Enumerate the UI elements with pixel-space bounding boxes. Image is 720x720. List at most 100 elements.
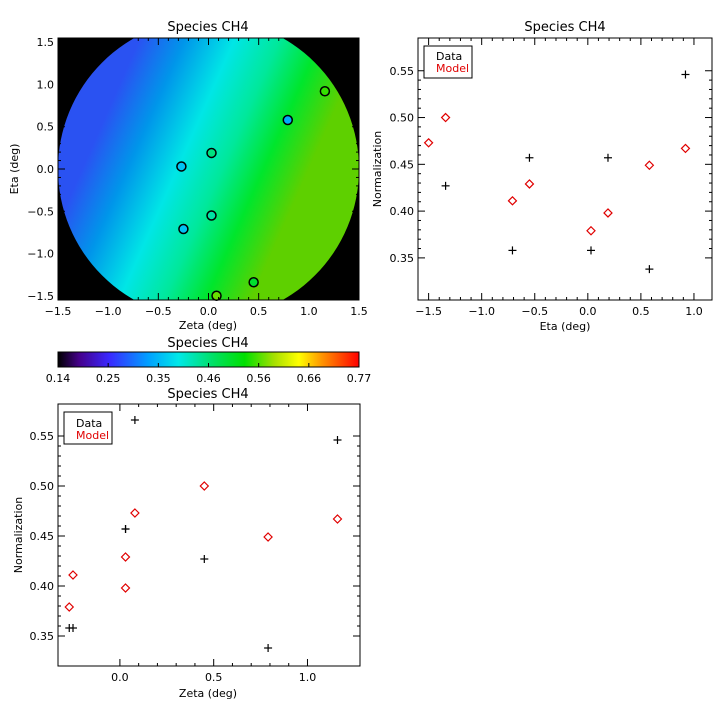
map-axes: −1.5 −1.0 −0.5 0.0 0.5 1.0 1.5 −1.5 −1.0 −0.5 0.0 0… — [27, 36, 367, 318]
zeta-data-point — [264, 644, 273, 652]
map-y-tick-label: 1.5 — [37, 36, 55, 49]
eta-y-tick-label: 0.35 — [390, 252, 415, 265]
eta-x-tick-label: 0.0 — [579, 305, 597, 318]
zeta-data-point — [333, 436, 342, 444]
zeta-legend-data: Data — [76, 417, 102, 430]
eta-model-point — [524, 179, 535, 189]
map-disk — [58, 38, 359, 300]
eta-model-point — [507, 195, 518, 206]
zeta-model-point — [130, 508, 140, 518]
map-points — [176, 85, 331, 302]
eta-model-point — [644, 160, 655, 171]
zeta-model-point — [332, 514, 343, 524]
colorbar-tick-label: 0.66 — [297, 372, 322, 385]
map-point — [282, 114, 294, 126]
zeta-data-point — [121, 525, 130, 533]
zeta-y-tick-label: 0.40 — [30, 580, 55, 593]
zeta-model-point — [68, 570, 78, 580]
map-point — [178, 223, 189, 235]
eta-plot-title: Species CH4 — [524, 20, 605, 35]
zeta-y-tick-label: 0.50 — [30, 480, 55, 493]
eta-x-tick-label: 1.0 — [685, 305, 703, 318]
eta-legend-data: Data — [436, 50, 462, 63]
eta-legend-box — [423, 45, 473, 79]
eta-x-tick-label: −1.5 — [415, 305, 442, 318]
colorbar-tick-label: 0.35 — [146, 372, 171, 385]
zeta-model-point — [199, 481, 210, 491]
map-x-tick-label: −1.5 — [45, 305, 72, 318]
map-x-tick-label: 0.5 — [250, 305, 268, 318]
zeta-plot-frame — [57, 403, 361, 667]
colorbar-tick-label: 0.46 — [196, 372, 221, 385]
eta-data-point — [603, 153, 612, 162]
map-x-tick-label: 1.5 — [350, 305, 368, 318]
zeta-data-point — [69, 624, 78, 632]
eta-plot-axes: −1.5 −1.0 −0.5 0.0 0.5 1.0 0.35 0.40 0.45 0.50 0.5… — [390, 38, 712, 318]
eta-y-tick-label: 0.55 — [390, 65, 415, 78]
zeta-y-tick-label: 0.55 — [30, 430, 55, 443]
zeta-x-tick-label: 0.0 — [111, 671, 129, 684]
zeta-plot-y-axis-label: Normalization — [12, 497, 25, 573]
zeta-data-point — [130, 416, 139, 424]
eta-data-point — [508, 246, 517, 255]
map-y-tick-label: −1.5 — [27, 290, 54, 303]
map-point — [206, 147, 217, 159]
eta-plot-legend: Data Model — [423, 45, 473, 79]
eta-plot-frame — [417, 37, 713, 301]
zeta-model-point — [120, 583, 131, 593]
zeta-plot-x-axis-label: Zeta (deg) — [179, 687, 237, 700]
zeta-x-tick-label: 0.5 — [205, 671, 223, 684]
colorbar-tick-label: 0.77 — [347, 372, 372, 385]
zeta-plot-title: Species CH4 — [167, 387, 248, 402]
zeta-legend-box — [63, 411, 113, 445]
zeta-plot-legend: Data Model — [63, 411, 113, 445]
colorbar: Species CH4 0.14 0.25 0.35 0.46 0.56 0.66 0.77 — [46, 336, 372, 385]
eta-model-point — [440, 112, 451, 123]
map-point — [248, 277, 259, 288]
map-y-axis-label: Eta (deg) — [8, 144, 21, 195]
map-point — [319, 85, 331, 97]
zeta-y-tick-label: 0.35 — [30, 630, 55, 643]
eta-x-tick-label: −0.5 — [521, 305, 548, 318]
eta-y-tick-label: 0.45 — [390, 158, 415, 171]
map-y-tick-label: 1.0 — [37, 78, 55, 91]
map-y-tick-label: −0.5 — [27, 205, 54, 218]
map-y-tick-label: 0.0 — [37, 163, 55, 176]
eta-plot-marks — [423, 51, 691, 274]
eta-x-tick-label: 0.5 — [632, 305, 650, 318]
map-x-tick-label: −1.0 — [95, 305, 122, 318]
map-point — [211, 290, 222, 302]
map-point — [206, 210, 217, 221]
eta-data-point — [525, 153, 534, 162]
eta-y-tick-label: 0.50 — [390, 112, 415, 125]
zeta-plot-panel: Species CH4 0.0 0.5 1.0 0.35 0.40 0.45 0.50 0.5… — [12, 387, 361, 700]
map-y-tick-label: −1.0 — [27, 248, 54, 261]
zeta-model-point — [64, 602, 75, 612]
map-y-tick-label: 0.5 — [37, 121, 55, 134]
zeta-model-point — [263, 532, 273, 542]
map-x-axis-label: Zeta (deg) — [179, 319, 237, 332]
colorbar-tick-label: 0.25 — [96, 372, 121, 385]
eta-plot-x-axis-label: Eta (deg) — [540, 320, 591, 333]
zeta-data-point — [200, 555, 209, 563]
eta-plot-y-axis-label: Normalization — [371, 131, 384, 207]
colorbar-ticks: 0.14 0.25 0.35 0.46 0.56 0.66 0.77 — [46, 363, 372, 385]
eta-x-tick-label: −1.0 — [468, 305, 495, 318]
zeta-model-point — [120, 552, 131, 562]
zeta-x-tick-label: 1.0 — [299, 671, 317, 684]
colorbar-tick-label: 0.14 — [46, 372, 71, 385]
zeta-plot-axes: 0.0 0.5 1.0 0.35 0.40 0.45 0.50 0.55 — [30, 404, 360, 684]
map-x-tick-label: −0.5 — [145, 305, 172, 318]
zeta-y-tick-label: 0.45 — [30, 530, 55, 543]
eta-data-point — [681, 70, 690, 79]
map-x-tick-label: 0.0 — [200, 305, 218, 318]
eta-y-tick-label: 0.40 — [390, 205, 415, 218]
map-point — [176, 161, 187, 172]
colorbar-tick-label: 0.56 — [246, 372, 271, 385]
zeta-legend-model: Model — [76, 429, 109, 442]
eta-model-point — [680, 143, 691, 154]
zeta-plot-marks — [64, 416, 343, 652]
colorbar-title: Species CH4 — [167, 336, 248, 351]
eta-legend-model: Model — [436, 62, 469, 75]
